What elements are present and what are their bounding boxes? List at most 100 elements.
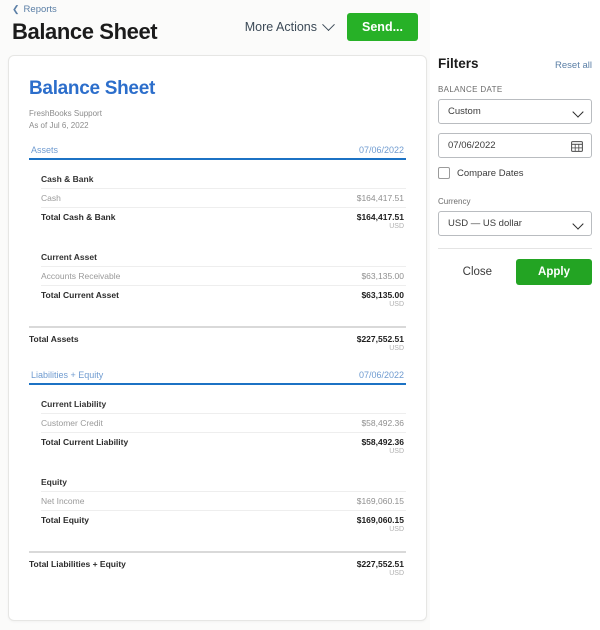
- breadcrumb-label: Reports: [23, 4, 57, 15]
- group-total-value-wrap: $58,492.36 USD: [361, 437, 404, 455]
- section-header-assets: Assets 07/06/2022: [29, 145, 406, 158]
- group-header-label: Current Liability: [41, 399, 107, 410]
- table-row: Accounts Receivable $63,135.00: [41, 267, 406, 287]
- grand-total-divider: [29, 326, 406, 329]
- group-total-label: Total Current Liability: [41, 437, 129, 448]
- group-cash-and-bank: Cash & Bank Cash $164,417.51 Total Cash …: [29, 170, 406, 234]
- currency-select[interactable]: USD — US dollar: [438, 211, 592, 236]
- group-total-row: Total Current Asset $63,135.00 USD: [41, 286, 406, 312]
- filters-title: Filters: [438, 56, 479, 71]
- more-actions-dropdown[interactable]: More Actions: [244, 17, 335, 34]
- section-divider: [29, 383, 406, 386]
- table-row: Net Income $169,060.15: [41, 492, 406, 512]
- more-actions-label: More Actions: [244, 20, 318, 34]
- group-header-label: Cash & Bank: [41, 174, 94, 185]
- group-header: Current Liability: [41, 395, 406, 415]
- currency-code: USD: [389, 301, 404, 309]
- chevron-down-icon: [572, 218, 584, 230]
- group-equity: Equity Net Income $169,060.15 Total Equi…: [29, 473, 406, 537]
- balance-date-label: BALANCE DATE: [438, 85, 503, 94]
- report-column: ❮ Reports Balance Sheet More Actions Sen…: [0, 0, 427, 621]
- section-header-liabilities-equity: Liabilities + Equity 07/06/2022: [29, 370, 406, 383]
- group-spacer: [29, 459, 406, 473]
- group-header-label: Equity: [41, 477, 67, 488]
- close-button[interactable]: Close: [449, 260, 506, 284]
- chevron-left-icon: ❮: [12, 4, 20, 14]
- chevron-down-icon: [322, 17, 335, 31]
- grand-total-value: $227,552.51: [356, 334, 404, 345]
- group-total-label: Total Cash & Bank: [41, 212, 116, 223]
- currency-code: USD: [389, 448, 404, 456]
- balance-date-select[interactable]: Custom: [438, 99, 592, 124]
- line-label: Cash: [41, 193, 61, 204]
- section-name: Liabilities + Equity: [31, 370, 104, 381]
- section-name: Assets: [31, 145, 59, 156]
- currency-value: USD — US dollar: [448, 218, 522, 229]
- line-value: $164,417.51: [356, 193, 404, 204]
- grand-total-label: Total Assets: [29, 334, 79, 345]
- group-header: Current Asset: [41, 248, 406, 268]
- section-date: 07/06/2022: [358, 370, 404, 381]
- group-total-value: $58,492.36: [361, 437, 404, 448]
- calendar-icon: [571, 140, 583, 155]
- currency-code: USD: [389, 223, 404, 231]
- section-divider: [29, 158, 406, 161]
- line-label: Net Income: [41, 496, 85, 507]
- group-header-label: Current Asset: [41, 252, 97, 263]
- currency-code: USD: [389, 570, 404, 578]
- chevron-down-icon: [572, 106, 584, 118]
- grand-total-value-wrap: $227,552.51 USD: [357, 559, 404, 577]
- table-row: Cash $164,417.51: [41, 189, 406, 209]
- page-title: Balance Sheet: [12, 19, 158, 44]
- group-spacer: [29, 234, 406, 248]
- group-header: Cash & Bank: [41, 170, 406, 190]
- group-total-row: Total Equity $169,060.15 USD: [41, 511, 406, 537]
- group-header: Equity: [41, 473, 406, 493]
- currency-label: Currency: [438, 197, 471, 206]
- group-total-value: $164,417.51: [356, 212, 404, 223]
- breadcrumb-reports[interactable]: ❮ Reports: [8, 0, 422, 15]
- line-label: Accounts Receivable: [41, 271, 121, 282]
- line-value: $169,060.15: [356, 496, 404, 507]
- group-current-liability: Current Liability Customer Credit $58,49…: [29, 395, 406, 459]
- group-total-label: Total Current Asset: [41, 290, 119, 301]
- filters-panel: Filters Reset all BALANCE DATE Custom 07…: [430, 0, 600, 630]
- group-total-value-wrap: $63,135.00 USD: [361, 290, 404, 308]
- grand-total-label: Total Liabilities + Equity: [29, 559, 126, 570]
- reset-all-link[interactable]: Reset all: [555, 60, 592, 71]
- line-value: $63,135.00: [361, 271, 404, 282]
- table-row: Customer Credit $58,492.36: [41, 414, 406, 434]
- report-company: FreshBooks Support: [29, 109, 102, 118]
- date-input-value: 07/06/2022: [448, 140, 496, 151]
- section-date: 07/06/2022: [358, 145, 404, 156]
- compare-dates-checkbox-row[interactable]: Compare Dates: [438, 167, 592, 179]
- report-card: Balance Sheet FreshBooks Support As of J…: [8, 55, 427, 621]
- filters-header: Filters Reset all: [438, 56, 592, 71]
- group-total-value: $63,135.00: [361, 290, 404, 301]
- date-input[interactable]: 07/06/2022: [438, 133, 592, 158]
- line-value: $58,492.36: [361, 418, 404, 429]
- grand-total-value: $227,552.51: [356, 559, 404, 570]
- currency-code: USD: [389, 345, 404, 353]
- report-title: Balance Sheet: [29, 78, 155, 99]
- group-total-value: $169,060.15: [356, 515, 404, 526]
- grand-total-divider: [29, 551, 406, 554]
- header-actions: More Actions Send...: [0, 4, 422, 50]
- group-total-label: Total Equity: [41, 515, 90, 526]
- filters-divider: [438, 248, 592, 249]
- compare-dates-label: Compare Dates: [457, 167, 524, 179]
- grand-total-row-liabilities-equity: Total Liabilities + Equity $227,552.51 U…: [29, 553, 406, 581]
- group-total-row: Total Cash & Bank $164,417.51 USD: [41, 208, 406, 234]
- currency-code: USD: [389, 526, 404, 534]
- group-total-row: Total Current Liability $58,492.36 USD: [41, 433, 406, 459]
- apply-button[interactable]: Apply: [516, 259, 592, 285]
- grand-total-value-wrap: $227,552.51 USD: [357, 334, 404, 352]
- send-button[interactable]: Send...: [347, 13, 418, 41]
- filters-actions: Close Apply: [438, 259, 592, 285]
- compare-dates-checkbox[interactable]: [438, 167, 450, 179]
- group-total-value-wrap: $164,417.51 USD: [357, 212, 404, 230]
- group-current-asset: Current Asset Accounts Receivable $63,13…: [29, 248, 406, 312]
- balance-date-value: Custom: [448, 106, 481, 117]
- grand-total-row-assets: Total Assets $227,552.51 USD: [29, 328, 406, 356]
